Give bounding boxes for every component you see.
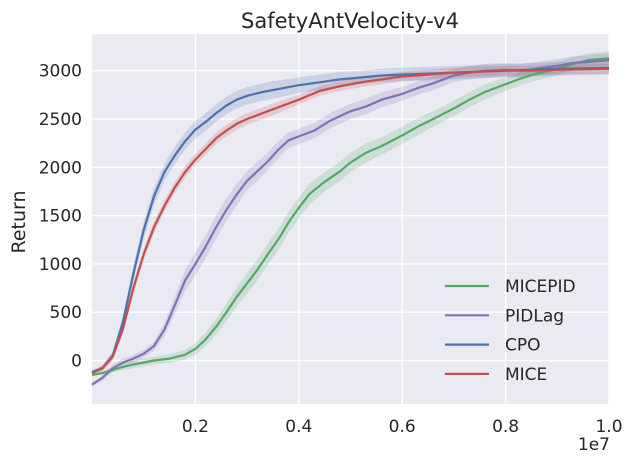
y-tick-label: 1000: [39, 255, 82, 275]
legend-label-micepid: MICEPID: [505, 277, 576, 297]
legend-label-pidlag: PIDLag: [505, 306, 564, 326]
y-tick-label: 2500: [39, 110, 82, 130]
x-tick-label: 0.8: [492, 417, 519, 437]
y-tick-label: 1500: [39, 207, 82, 227]
legend-label-mice: MICE: [505, 365, 547, 385]
line-micepid: [91, 57, 610, 377]
x-tick-label: 0.2: [182, 417, 209, 437]
legend: MICEPID PIDLag CPO MICE: [445, 277, 576, 385]
series-lines: [91, 57, 610, 386]
chart-title: SafetyAntVelocity-v4: [241, 9, 459, 33]
y-tick-label: 500: [50, 303, 82, 323]
x-axis-ticks: 0.2 0.4 0.6 0.8 1.0: [182, 417, 623, 437]
y-tick-label: 0: [71, 352, 82, 372]
y-axis-label: Return: [8, 190, 30, 253]
line-mice: [91, 67, 610, 375]
x-tick-label: 0.4: [285, 417, 312, 437]
x-axis-offset-label: 1e7: [578, 435, 610, 455]
legend-label-cpo: CPO: [505, 336, 541, 356]
x-tick-label: 0.6: [389, 417, 416, 437]
x-tick-label: 1.0: [595, 417, 622, 437]
grid: [92, 34, 610, 404]
y-tick-label: 3000: [39, 62, 82, 82]
plot-background: [92, 34, 609, 404]
y-tick-label: 2000: [39, 158, 82, 178]
y-axis-ticks: 0 500 1000 1500 2000 2500 3000: [39, 62, 82, 372]
